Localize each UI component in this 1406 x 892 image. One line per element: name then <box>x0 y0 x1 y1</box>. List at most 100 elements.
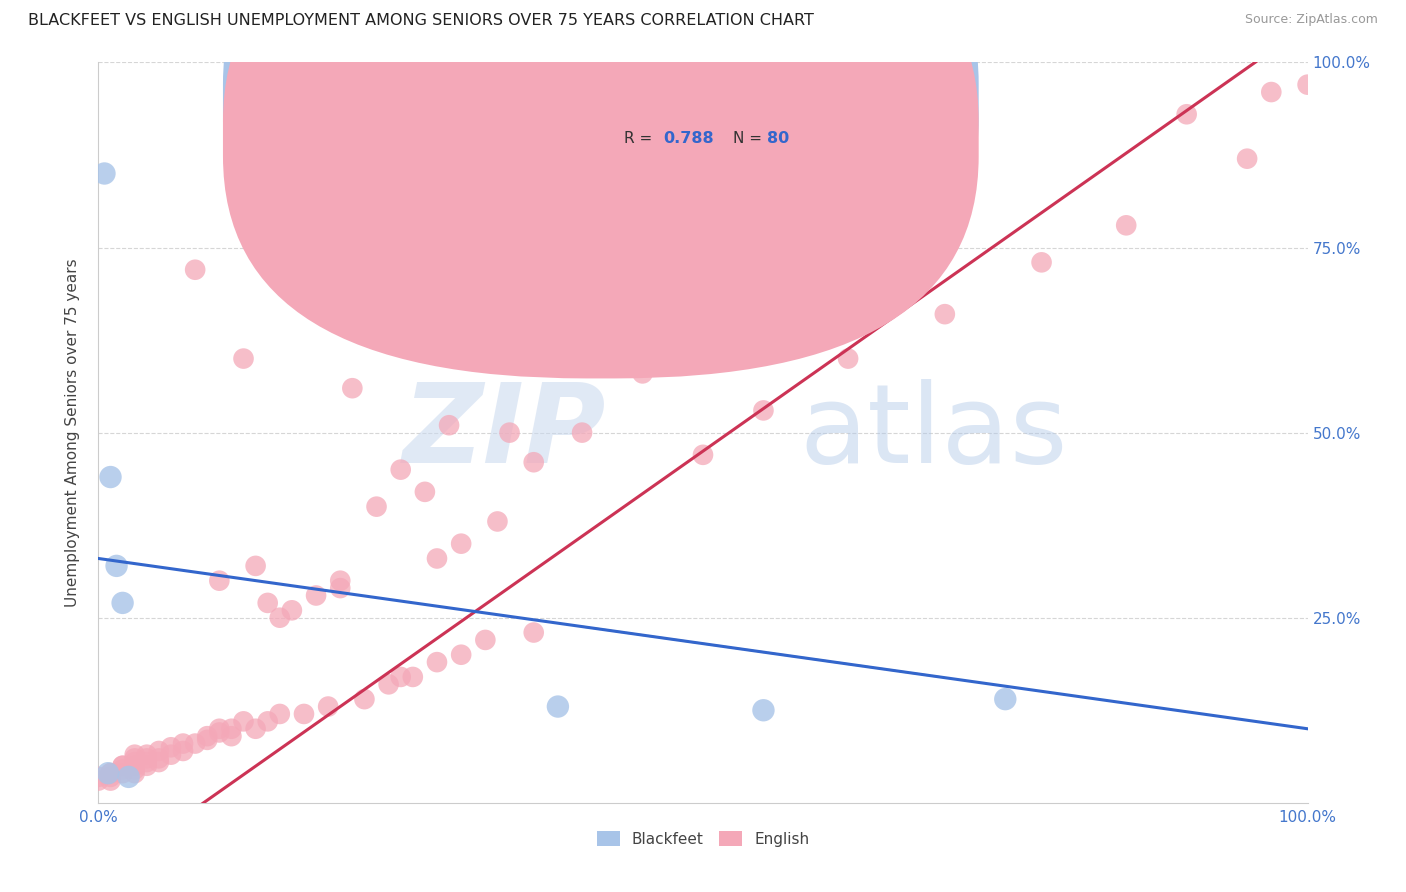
Point <box>389 462 412 476</box>
Point <box>994 692 1017 706</box>
Point <box>208 725 231 739</box>
Point <box>1115 219 1137 233</box>
Point <box>111 758 134 772</box>
FancyBboxPatch shape <box>224 0 979 378</box>
Point <box>208 574 231 588</box>
Point <box>631 367 654 381</box>
Point <box>269 706 291 721</box>
Point <box>232 351 254 366</box>
Point <box>402 670 425 684</box>
Point <box>111 763 134 777</box>
Point <box>389 670 412 684</box>
Point <box>692 448 714 462</box>
Point <box>245 722 267 736</box>
Point <box>124 755 146 769</box>
Point <box>195 732 218 747</box>
Text: 9: 9 <box>768 94 778 109</box>
Point <box>124 758 146 772</box>
Point <box>100 470 122 484</box>
Point <box>450 536 472 550</box>
Point <box>281 603 304 617</box>
Point <box>100 766 122 780</box>
Point <box>148 744 170 758</box>
Point <box>124 751 146 765</box>
Text: R =: R = <box>624 94 658 109</box>
Point <box>111 758 134 772</box>
Point <box>124 763 146 777</box>
Text: atlas: atlas <box>800 379 1069 486</box>
Text: -0.292: -0.292 <box>664 94 720 109</box>
Point <box>329 574 352 588</box>
Text: Source: ZipAtlas.com: Source: ZipAtlas.com <box>1244 13 1378 27</box>
Point <box>124 747 146 762</box>
Point <box>195 729 218 743</box>
Text: 0.788: 0.788 <box>664 131 714 146</box>
Point <box>87 770 110 784</box>
Point <box>486 515 509 529</box>
Point <box>148 751 170 765</box>
Point <box>1031 255 1053 269</box>
Point <box>208 722 231 736</box>
Point <box>184 262 207 277</box>
Point <box>256 714 278 729</box>
Point <box>342 381 364 395</box>
Point <box>100 770 122 784</box>
Point <box>305 589 328 603</box>
Point <box>426 655 449 669</box>
Point <box>172 744 194 758</box>
Point <box>100 766 122 780</box>
Text: R =: R = <box>624 131 658 146</box>
Point <box>221 722 243 736</box>
Point <box>571 425 593 440</box>
Text: N =: N = <box>734 131 768 146</box>
Point <box>426 551 449 566</box>
FancyBboxPatch shape <box>224 0 979 341</box>
Point <box>118 770 141 784</box>
Point <box>221 729 243 743</box>
FancyBboxPatch shape <box>569 73 842 166</box>
Point <box>93 166 115 180</box>
Point <box>135 751 157 765</box>
Point <box>292 706 315 721</box>
Point <box>377 677 399 691</box>
Point <box>437 418 460 433</box>
Point <box>100 773 122 788</box>
Point <box>353 692 375 706</box>
Point <box>366 500 388 514</box>
Point <box>316 699 339 714</box>
Point <box>135 758 157 772</box>
Point <box>135 755 157 769</box>
Point <box>232 714 254 729</box>
Legend: Blackfeet, English: Blackfeet, English <box>589 823 817 855</box>
Point <box>329 581 352 595</box>
Point <box>523 455 546 469</box>
Point <box>474 632 496 647</box>
Point <box>256 596 278 610</box>
Point <box>498 425 520 440</box>
Point <box>837 351 859 366</box>
Point <box>934 307 956 321</box>
Point <box>172 737 194 751</box>
Point <box>111 766 134 780</box>
Point <box>124 766 146 780</box>
Point <box>547 699 569 714</box>
Point <box>111 596 134 610</box>
Text: ZIP: ZIP <box>402 379 606 486</box>
Point <box>1260 85 1282 99</box>
Point <box>450 648 472 662</box>
Point <box>752 403 775 417</box>
Text: 80: 80 <box>768 131 789 146</box>
Point <box>269 610 291 624</box>
Point <box>160 747 183 762</box>
Point <box>160 740 183 755</box>
Point <box>1296 78 1319 92</box>
Text: BLACKFEET VS ENGLISH UNEMPLOYMENT AMONG SENIORS OVER 75 YEARS CORRELATION CHART: BLACKFEET VS ENGLISH UNEMPLOYMENT AMONG … <box>28 13 814 29</box>
Point <box>97 766 120 780</box>
Point <box>105 558 128 573</box>
Point <box>1175 107 1198 121</box>
Point <box>148 755 170 769</box>
Point <box>184 737 207 751</box>
Point <box>413 484 436 499</box>
Point <box>523 625 546 640</box>
Point <box>245 558 267 573</box>
